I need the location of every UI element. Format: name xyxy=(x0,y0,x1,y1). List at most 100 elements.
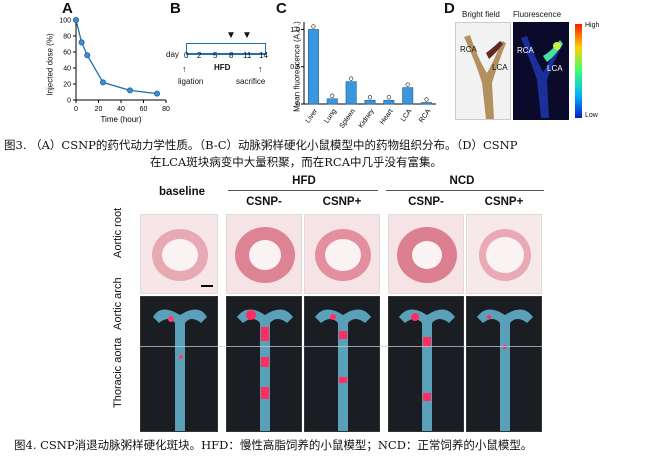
y-tick-label: 1.0 xyxy=(290,27,300,34)
category-label: Spleen xyxy=(339,108,357,130)
data-point xyxy=(72,17,79,23)
colorbar-low-label: Low xyxy=(585,112,598,119)
x-axis-title: Time (hour) xyxy=(100,115,141,124)
day-label: day xyxy=(166,50,179,59)
panel-a-label: A xyxy=(62,0,73,17)
hfd-label: HFD xyxy=(214,63,231,72)
arrow-up-icon: ↑ xyxy=(182,64,187,74)
day-11: 11 xyxy=(243,51,252,60)
bright-field-title: Bright field xyxy=(462,10,500,19)
category-label: Kidney xyxy=(358,108,376,130)
colorbar xyxy=(575,24,582,118)
timeline-diagram: day 0 2 5 8 11 14 HFD ▼ ▼ ↑ ↑ ligation s… xyxy=(166,28,268,92)
day-8: 8 xyxy=(229,51,234,60)
root-baseline-image xyxy=(140,214,218,294)
bf-lca-label: LCA xyxy=(492,63,508,72)
aorta-ncd-csnp-plus-image xyxy=(466,296,542,432)
day-14: 14 xyxy=(259,51,268,60)
row-label-aortic-root: Aortic root xyxy=(112,207,124,258)
aorta-hfd-csnp-plus-image xyxy=(304,296,380,432)
bright-field-image: RCA LCA xyxy=(455,22,511,120)
aorta-hfd-csnp-minus-image xyxy=(226,296,302,432)
day-2: 2 xyxy=(197,51,202,60)
pk-line-chart: 0 20 40 60 80 100 0 20 40 60 80 Time (hour) xyxy=(59,17,170,124)
hfd-header: HFD xyxy=(292,175,316,187)
x-tick-label: 40 xyxy=(117,106,125,113)
panel-b-label: B xyxy=(170,0,181,17)
y-tick-label: 40 xyxy=(63,66,71,73)
data-point xyxy=(100,79,107,86)
row-label-aortic-arch: Aortic arch xyxy=(112,277,124,330)
fluorescence-image: RCA LCA xyxy=(513,22,569,120)
root-hfd-csnp-minus-image xyxy=(226,214,302,294)
fl-rca-label: RCA xyxy=(517,46,534,55)
root-ncd-csnp-plus-image xyxy=(466,214,542,294)
row-label-thoracic-aorta: Thoracic aorta xyxy=(112,337,124,408)
bar xyxy=(326,98,338,105)
category-label: Liver xyxy=(305,107,320,124)
arrow-up-icon: ↑ xyxy=(258,64,263,74)
x-tick-label: 60 xyxy=(140,106,148,113)
category-label: Lung xyxy=(323,108,338,125)
hfd-header-line xyxy=(228,190,378,191)
panel-d-label: D xyxy=(444,0,455,17)
ncd-header: NCD xyxy=(449,175,475,187)
category-label: RCA xyxy=(418,108,432,124)
bar xyxy=(402,87,414,105)
y-tick-label: 80 xyxy=(63,34,71,41)
bar xyxy=(364,99,376,105)
bar-dot xyxy=(330,93,335,98)
ligation-label: ligation xyxy=(178,77,204,86)
bar xyxy=(345,81,357,105)
ncd-csnp-plus-header: CSNP+ xyxy=(484,196,524,208)
ncd-csnp-minus-header: CSNP- xyxy=(408,196,444,208)
bar xyxy=(383,99,395,105)
baseline-header: baseline xyxy=(158,186,206,198)
fig3-caption-line2: 在LCA斑块病变中大量积聚，而在RCA中几乎没有富集。 xyxy=(150,155,443,169)
fl-lca-label: LCA xyxy=(547,64,563,73)
panel-c-label: C xyxy=(276,0,287,17)
y-tick-label: 20 xyxy=(63,82,71,89)
bar-dot xyxy=(349,76,354,81)
y-tick-label: 0 xyxy=(67,98,71,105)
y-tick-label: 0.5 xyxy=(290,64,300,71)
data-point xyxy=(127,87,134,94)
arch-thoracic-divider xyxy=(140,346,542,347)
root-hfd-csnp-plus-image xyxy=(304,214,380,294)
timeline-bar xyxy=(186,53,266,55)
y-tick-label: 0 xyxy=(296,102,300,109)
bar xyxy=(421,102,433,105)
bar-dot xyxy=(386,95,391,100)
bar-dot xyxy=(311,24,316,29)
sacrifice-label: sacrifice xyxy=(236,77,266,86)
data-point xyxy=(78,39,85,46)
fig3-caption-line1: 图3. （A）CSNP的药代动力学性质。（B-C）动脉粥样硬化小鼠模型中的药物组… xyxy=(4,138,518,152)
tissue-bar-chart: 0 0.5 1.0 Liver Lung Spleen Kidney Heart LCA RCA xyxy=(290,22,436,130)
bar-dot xyxy=(424,97,429,102)
fig4-caption: 图4. CSNP消退动脉粥样硬化斑块。HFD：慢性高脂饲养的小鼠模型；NCD：正… xyxy=(14,438,533,452)
root-ncd-csnp-minus-image xyxy=(388,214,464,294)
y-tick-label: 100 xyxy=(59,18,71,25)
arrow-down-icon: ▼ xyxy=(242,30,252,41)
panel-a-ylabel: Injected dose (%) xyxy=(45,33,55,96)
y-tick-label: 60 xyxy=(63,50,71,57)
arrow-down-icon: ▼ xyxy=(226,30,236,41)
hfd-csnp-plus-header: CSNP+ xyxy=(322,196,362,208)
x-tick-label: 0 xyxy=(74,106,78,113)
day-5: 5 xyxy=(213,51,218,60)
aorta-ncd-csnp-minus-image xyxy=(388,296,464,432)
hfd-csnp-minus-header: CSNP- xyxy=(246,196,282,208)
bar-dot xyxy=(405,82,410,87)
colorbar-high-label: High xyxy=(585,22,600,29)
ncd-header-line xyxy=(386,190,544,191)
bf-rca-label: RCA xyxy=(460,45,477,54)
bar-dot xyxy=(367,95,373,100)
pk-line xyxy=(75,19,158,95)
data-point xyxy=(84,52,91,59)
day-0: 0 xyxy=(184,51,189,60)
category-label: Heart xyxy=(379,108,395,126)
aorta-baseline-image xyxy=(140,296,218,432)
fluorescence-title: Fluorescence xyxy=(513,10,562,19)
bar xyxy=(307,29,319,105)
data-point xyxy=(154,90,161,97)
